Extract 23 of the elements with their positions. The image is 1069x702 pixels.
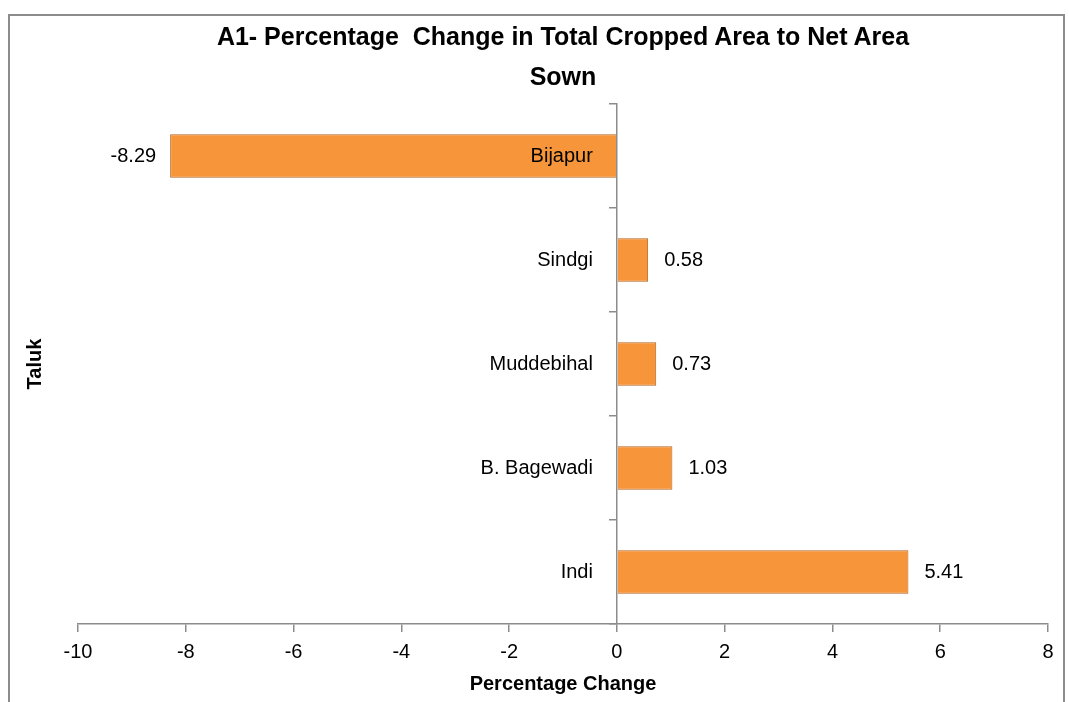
x-tick-label: -4 [392, 639, 411, 662]
x-axis-title: Percentage Change [469, 671, 657, 694]
y-axis-title: Taluk [22, 337, 45, 390]
x-tick-label: 0 [611, 639, 623, 662]
data-label: 5.41 [924, 559, 964, 582]
y-tick-label: Sindgi [537, 247, 593, 270]
x-tick-label: -10 [63, 639, 93, 662]
y-tick-label: Muddebihal [489, 351, 593, 374]
x-tick-label: -8 [176, 639, 195, 662]
chart-title: A1- Percentage Change in Total Cropped Area to Net Area Sown [216, 21, 911, 90]
data-label: -8.29 [110, 143, 157, 166]
data-label: 0.73 [672, 351, 712, 374]
x-tick-label: 4 [826, 639, 839, 662]
x-tick-label: 6 [934, 639, 946, 662]
x-tick-label: 2 [719, 639, 731, 662]
x-tick-label: -6 [284, 639, 303, 662]
data-label: 1.03 [688, 455, 728, 478]
data-label: 0.58 [664, 247, 704, 270]
y-tick-label: Bijapur [530, 143, 594, 166]
x-tick-label: -2 [500, 639, 519, 662]
y-tick-label: B. Bagewadi [480, 455, 593, 478]
x-tick-label: 8 [1042, 639, 1054, 662]
y-tick-label: Indi [560, 559, 593, 582]
